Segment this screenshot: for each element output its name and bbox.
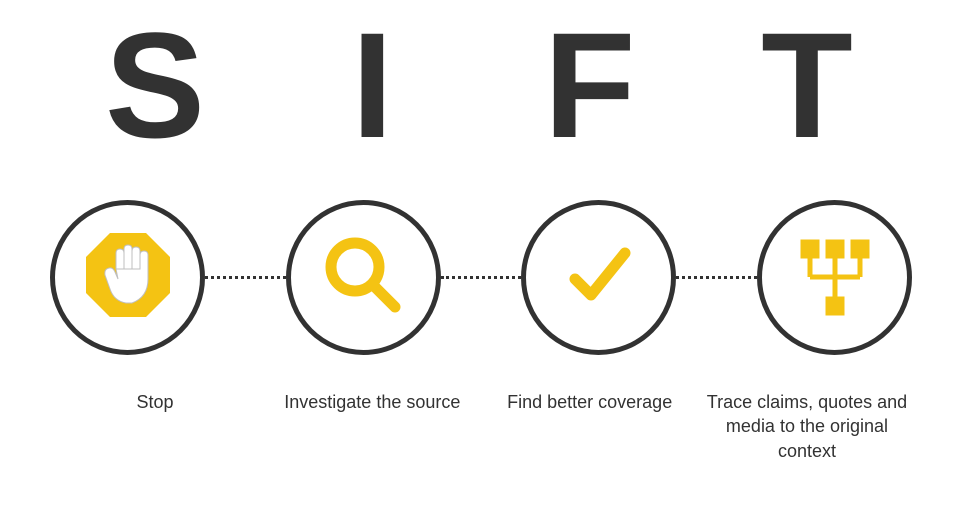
sift-infographic: S I F T — [0, 0, 962, 514]
connector-3 — [676, 276, 757, 279]
connector-1 — [205, 276, 286, 279]
stop-hand-icon — [78, 225, 178, 330]
letter-f: F — [485, 10, 695, 160]
caption-trace: Trace claims, quotes and media to the or… — [702, 390, 912, 463]
icon-circle-find — [521, 200, 676, 355]
letter-row: S I F T — [50, 0, 912, 160]
caption-investigate: Investigate the source — [267, 390, 477, 463]
checkmark-icon — [549, 225, 649, 330]
letter-i: I — [267, 10, 477, 160]
caption-stop: Stop — [50, 390, 260, 463]
magnifier-icon — [313, 225, 413, 330]
icon-circle-stop — [50, 200, 205, 355]
connector-2 — [441, 276, 522, 279]
trace-tree-icon — [785, 225, 885, 330]
icon-circle-investigate — [286, 200, 441, 355]
caption-find: Find better coverage — [485, 390, 695, 463]
letter-s: S — [50, 10, 260, 160]
icon-row — [50, 200, 912, 355]
icon-circle-trace — [757, 200, 912, 355]
caption-row: Stop Investigate the source Find better … — [50, 390, 912, 463]
letter-t: T — [702, 10, 912, 160]
